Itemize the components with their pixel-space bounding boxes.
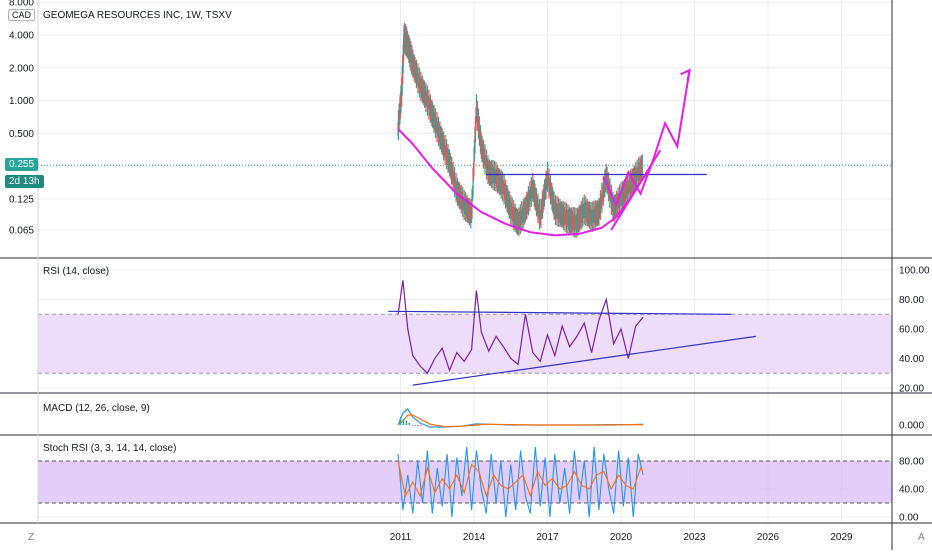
price-tick-label: 0.125 bbox=[9, 195, 34, 206]
time-tick-label: 2014 bbox=[463, 532, 486, 543]
time-tick-label: 2023 bbox=[683, 532, 706, 543]
rsi-tick-label: 40.00 bbox=[899, 354, 924, 365]
time-tick-label: 2011 bbox=[390, 532, 412, 543]
rsi-line bbox=[397, 280, 644, 375]
stoch-tick-label: 40.00 bbox=[899, 485, 924, 496]
rsi-band bbox=[38, 314, 892, 374]
auto-scale-button[interactable]: A bbox=[918, 532, 925, 543]
drawing-trend bbox=[610, 149, 662, 231]
price-tick-label: 0.500 bbox=[9, 129, 34, 140]
price-tick-label: 1.000 bbox=[9, 96, 34, 107]
macd-signal-line bbox=[397, 414, 644, 428]
last-price-tag: 0.255 bbox=[5, 158, 39, 171]
rsi-legend: RSI (14, close) bbox=[43, 266, 110, 277]
macd-legend: MACD (12, 26, close, 9) bbox=[43, 403, 150, 414]
price-tick-label: 8.000 bbox=[9, 0, 34, 9]
macd-tick-label: 0.000 bbox=[899, 421, 924, 432]
time-tick-label: 2017 bbox=[536, 532, 559, 543]
price-tick-label: 4.000 bbox=[9, 31, 34, 42]
series-lines bbox=[397, 22, 644, 518]
stoch-legend: Stoch RSI (3, 3, 14, 14, close) bbox=[43, 443, 177, 454]
axis-ticks: 8.000 4.000 2.000 1.000 0.500 0.125 0.065 100.0… bbox=[9, 0, 930, 543]
stoch-tick-label: 0.00 bbox=[899, 513, 919, 524]
drawing-projection_arrow bbox=[602, 70, 691, 208]
rsi-tick-label: 20.00 bbox=[899, 384, 924, 395]
rsi-tick-label: 80.00 bbox=[899, 295, 924, 306]
currency-label[interactable]: CAD bbox=[8, 9, 36, 21]
rsi-tick-label: 100.00 bbox=[899, 266, 930, 277]
stoch-d-line bbox=[397, 460, 644, 498]
time-tick-label: 2029 bbox=[830, 532, 853, 543]
price-tick-label: 2.000 bbox=[9, 63, 34, 74]
zoom-toggle-button[interactable]: Z bbox=[28, 532, 35, 543]
time-tick-label: 2026 bbox=[757, 532, 780, 543]
rsi-trend_top bbox=[388, 310, 732, 315]
indicator-bands bbox=[38, 313, 892, 504]
price-tick-label: 0.065 bbox=[9, 226, 34, 237]
rsi-tick-label: 60.00 bbox=[899, 325, 924, 336]
chart-title: GEOMEGA RESOURCES INC, 1W, TSXV bbox=[43, 10, 232, 21]
time-tick-label: 2020 bbox=[610, 532, 633, 543]
countdown-tag: 2d 13h bbox=[5, 175, 44, 188]
stoch-tick-label: 80.00 bbox=[899, 457, 924, 468]
projection-arrowhead bbox=[680, 68, 691, 81]
rsi-trend_bottom bbox=[412, 335, 756, 386]
user-drawings bbox=[388, 68, 756, 386]
